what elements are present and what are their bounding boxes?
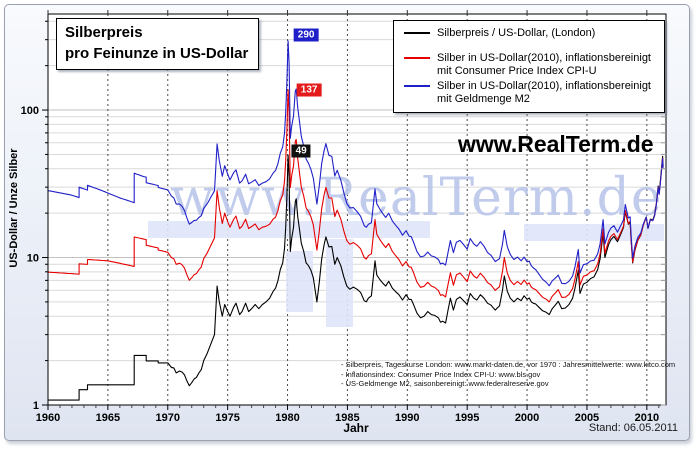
annotation-badge: 137 bbox=[296, 83, 322, 97]
x-tick-label: 1960 bbox=[36, 412, 60, 424]
watermark-fragment bbox=[148, 221, 430, 238]
y-axis-title: US-Dollar / Unze Silber bbox=[8, 148, 20, 268]
legend-label: Silber in US-Dollar(2010), inflationsber… bbox=[437, 80, 651, 105]
x-tick-label: 1970 bbox=[156, 412, 180, 424]
x-tick-label: 1985 bbox=[335, 412, 359, 424]
x-tick-label: 1995 bbox=[455, 412, 479, 424]
plot-border bbox=[47, 13, 667, 406]
legend-item: Silberpreis / US-Dollar, (London) bbox=[402, 27, 658, 40]
watermark-fragment bbox=[326, 239, 353, 327]
legend-item: Silber in US-Dollar(2010), inflationsber… bbox=[402, 52, 658, 78]
series-line-2 bbox=[47, 40, 664, 287]
x-tick-label: 2000 bbox=[515, 412, 539, 424]
annotation-badge: 290 bbox=[293, 28, 319, 42]
x-tick-label: 1965 bbox=[96, 412, 120, 424]
y-tick-label: 10 bbox=[27, 253, 39, 265]
x-tick-label: 2005 bbox=[575, 412, 599, 424]
chart-title-line1: Silberpreis bbox=[65, 24, 143, 41]
legend-line-swatch bbox=[404, 57, 430, 59]
x-tick-label: 2010 bbox=[635, 412, 659, 424]
chart-title-line2: pro Feinunze in US-Dollar bbox=[65, 45, 249, 62]
x-tick-label: 1980 bbox=[275, 412, 299, 424]
watermark-fragment bbox=[286, 251, 313, 312]
series-line-0 bbox=[48, 154, 664, 401]
legend-label: Silber in US-Dollar(2010), inflationsber… bbox=[437, 52, 651, 77]
source-notes: - Silberpreis, Tageskurse London: www.ma… bbox=[341, 360, 675, 389]
x-tick-label: 1990 bbox=[395, 412, 419, 424]
x-tick-label: 1975 bbox=[215, 412, 239, 424]
legend-box: Silberpreis / US-Dollar, (London) Silber … bbox=[393, 20, 665, 113]
series-line-1 bbox=[47, 89, 664, 303]
legend-item: Silber in US-Dollar(2010), inflationsber… bbox=[402, 80, 658, 106]
source-note-line: - Inflationsindex: Consumer Price Index … bbox=[341, 369, 541, 379]
y-tick-label: 1 bbox=[33, 400, 39, 412]
source-note-line: - Silberpreis, Tageskurse London: www.ma… bbox=[341, 360, 676, 369]
source-note-line: - US-Geldmenge M2, saisonbereinigt: www.… bbox=[341, 379, 549, 388]
watermark-bold: www.RealTerm.de bbox=[458, 131, 654, 157]
data-date: Stand: 06.05.2011 bbox=[588, 422, 678, 434]
legend-line-swatch bbox=[404, 85, 430, 87]
annotation-badge: 49 bbox=[291, 144, 311, 158]
watermark-fragment bbox=[524, 224, 664, 241]
legend-line-swatch bbox=[404, 32, 430, 34]
y-tick-label: 100 bbox=[21, 105, 39, 117]
watermark-faint: www.RealTerm.de bbox=[170, 168, 663, 228]
x-axis-title: Jahr bbox=[343, 421, 369, 435]
legend-label: Silberpreis / US-Dollar, (London) bbox=[437, 27, 596, 39]
chart-title-box: Silberpreis pro Feinunze in US-Dollar bbox=[56, 18, 260, 70]
